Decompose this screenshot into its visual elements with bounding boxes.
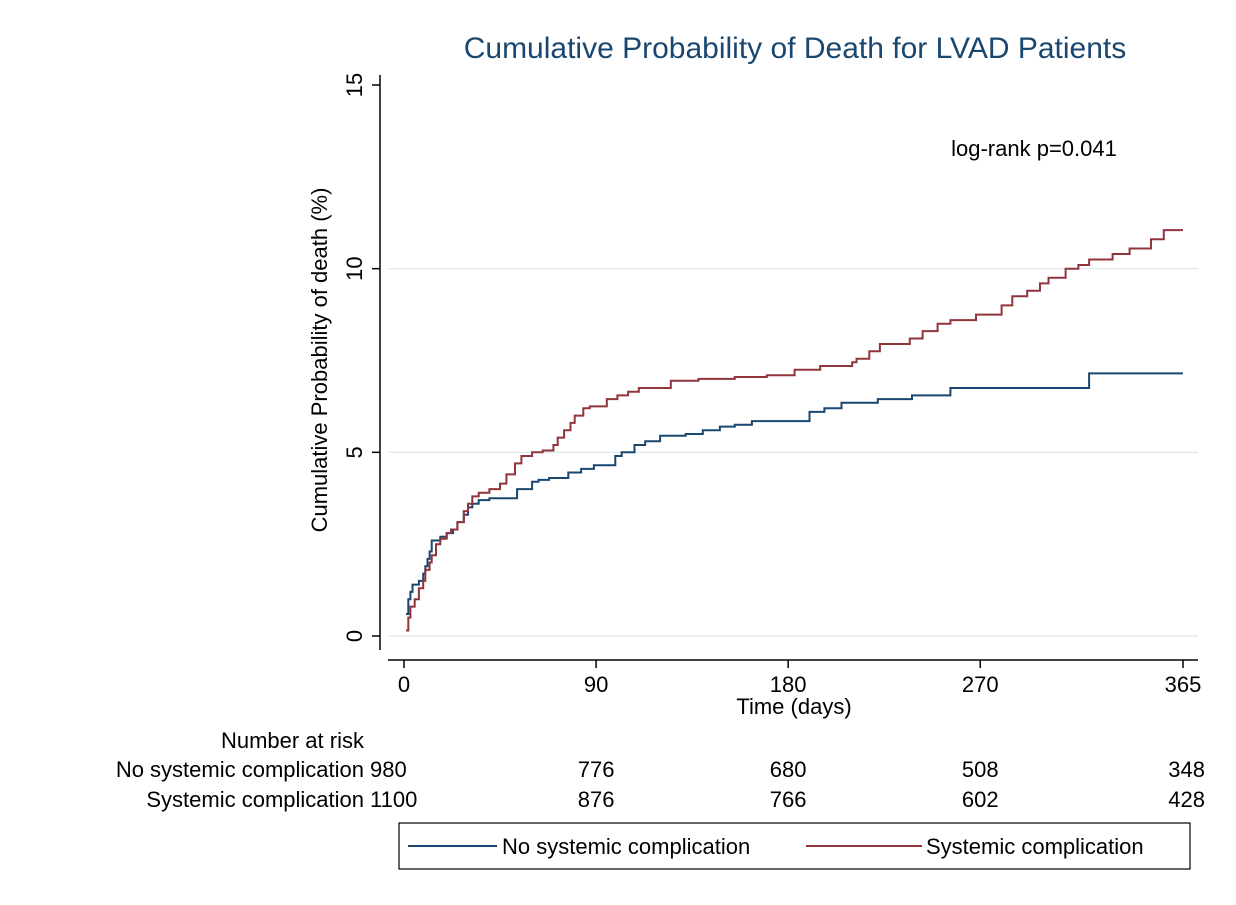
risk-value: 680 <box>770 757 807 782</box>
legend-label-complication: Systemic complication <box>926 834 1144 859</box>
legend-label-no-complication: No systemic complication <box>502 834 750 859</box>
risk-value: 1100 <box>370 787 417 812</box>
risk-row-label: No systemic complication <box>116 757 364 782</box>
risk-value: 980 <box>370 757 407 782</box>
x-tick-label: 90 <box>584 672 608 697</box>
risk-value: 428 <box>1168 787 1205 812</box>
risk-table: Number at risk No systemic complication … <box>116 728 1205 812</box>
risk-value: 348 <box>1168 757 1205 782</box>
y-axis-label: Cumulative Probability of death (%) <box>307 188 332 533</box>
series-line-complication <box>406 229 1183 632</box>
y-tick-label: 10 <box>342 256 367 280</box>
risk-row-label: Systemic complication <box>146 787 364 812</box>
risk-value: 876 <box>578 787 615 812</box>
risk-value: 766 <box>770 787 807 812</box>
risk-table-header: Number at risk <box>221 728 365 753</box>
gridlines <box>388 268 1198 637</box>
y-tick-label: 15 <box>342 73 367 97</box>
y-tick-label: 0 <box>342 630 367 642</box>
legend-box <box>398 822 1191 870</box>
risk-value: 602 <box>962 787 999 812</box>
ticks: 0 5 10 15 0 90 180 270 365 <box>342 73 1201 697</box>
series <box>406 229 1183 632</box>
x-axis-label: Time (days) <box>736 694 851 719</box>
x-tick-label: 365 <box>1165 672 1202 697</box>
legend: No systemic complication Systemic compli… <box>398 822 1191 870</box>
y-tick-label: 5 <box>342 446 367 458</box>
chart-title: Cumulative Probability of Death for LVAD… <box>464 32 1127 65</box>
risk-value: 776 <box>578 757 615 782</box>
risk-value: 508 <box>962 757 999 782</box>
series-line-no-complication <box>406 372 1183 615</box>
x-tick-label: 0 <box>398 672 410 697</box>
x-tick-label: 270 <box>962 672 999 697</box>
axes <box>379 75 1198 661</box>
x-tick-label: 180 <box>770 672 807 697</box>
logrank-annotation: log-rank p=0.041 <box>951 136 1117 161</box>
